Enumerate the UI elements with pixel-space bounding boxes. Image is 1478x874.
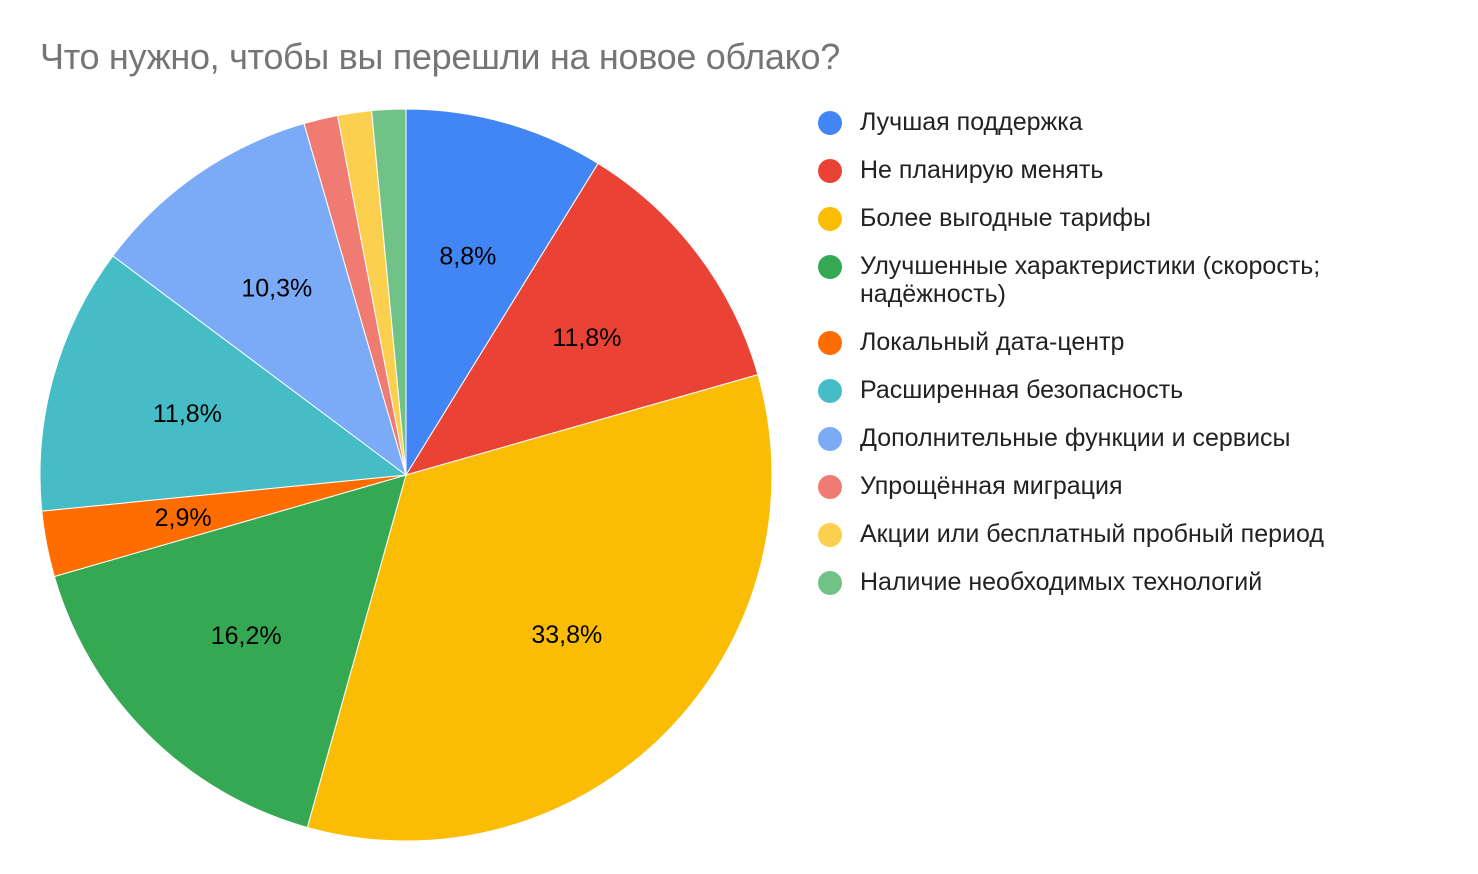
legend-item[interactable]: Улучшенные характеристики (скорость; над… <box>818 252 1438 308</box>
legend-item[interactable]: Локальный дата-центр <box>818 328 1438 356</box>
legend-swatch-icon <box>818 255 842 279</box>
pie-slice-label: 2,9% <box>155 504 212 532</box>
legend: Лучшая поддержка Не планирую менять Боле… <box>818 108 1438 616</box>
pie-plot-area: 8,8% 11,8% 33,8% 16,2% 2,9% 11,8% 10,3% <box>39 108 773 842</box>
legend-item[interactable]: Дополнительные функции и сервисы <box>818 424 1438 452</box>
legend-item[interactable]: Наличие необходимых технологий <box>818 568 1438 596</box>
legend-item[interactable]: Расширенная безопасность <box>818 376 1438 404</box>
pie-slice[interactable] <box>39 255 408 512</box>
legend-swatch-icon <box>818 159 842 183</box>
pie-slice[interactable] <box>404 162 759 476</box>
legend-swatch-icon <box>818 379 842 403</box>
pie-slice-label: 11,8% <box>552 324 621 352</box>
pie-slice[interactable] <box>306 374 773 842</box>
pie-slice-labels: 8,8% 11,8% 33,8% 16,2% 2,9% 11,8% 10,3% <box>153 243 622 650</box>
legend-item[interactable]: Лучшая поддержка <box>818 108 1438 136</box>
legend-swatch-icon <box>818 111 842 135</box>
legend-label: Улучшенные характеристики (скорость; над… <box>860 252 1321 308</box>
legend-label: Акции или бесплатный пробный период <box>860 520 1324 548</box>
pie-slices <box>39 108 773 842</box>
legend-item[interactable]: Упрощённая миграция <box>818 472 1438 500</box>
pie-slice[interactable] <box>405 108 599 477</box>
legend-label: Локальный дата-центр <box>860 328 1125 356</box>
legend-label: Более выгодные тарифы <box>860 204 1151 232</box>
pie-slice[interactable] <box>371 108 407 476</box>
legend-label: Не планирую менять <box>860 156 1104 184</box>
legend-label: Наличие необходимых технологий <box>860 568 1263 596</box>
pie-slice-label: 33,8% <box>531 621 602 649</box>
legend-swatch-icon <box>818 331 842 355</box>
legend-label: Упрощённая миграция <box>860 472 1123 500</box>
legend-item[interactable]: Более выгодные тарифы <box>818 204 1438 232</box>
legend-swatch-icon <box>818 571 842 595</box>
pie-slice-label: 10,3% <box>241 274 312 302</box>
pie-slice-label: 11,8% <box>153 400 222 428</box>
legend-label: Расширенная безопасность <box>860 376 1184 404</box>
pie-slice[interactable] <box>53 474 407 829</box>
legend-swatch-icon <box>818 427 842 451</box>
legend-item[interactable]: Акции или бесплатный пробный период <box>818 520 1438 548</box>
legend-label: Лучшая поддержка <box>860 108 1083 136</box>
pie-slice[interactable] <box>112 122 407 477</box>
pie-slice-label: 8,8% <box>439 243 496 271</box>
pie-slice-label: 16,2% <box>211 622 282 650</box>
legend-swatch-icon <box>818 523 842 547</box>
legend-swatch-icon <box>818 207 842 231</box>
legend-swatch-icon <box>818 475 842 499</box>
legend-item[interactable]: Не планирую менять <box>818 156 1438 184</box>
legend-label: Дополнительные функции и сервисы <box>860 424 1291 452</box>
chart-title: Что нужно, чтобы вы перешли на новое обл… <box>40 36 840 77</box>
